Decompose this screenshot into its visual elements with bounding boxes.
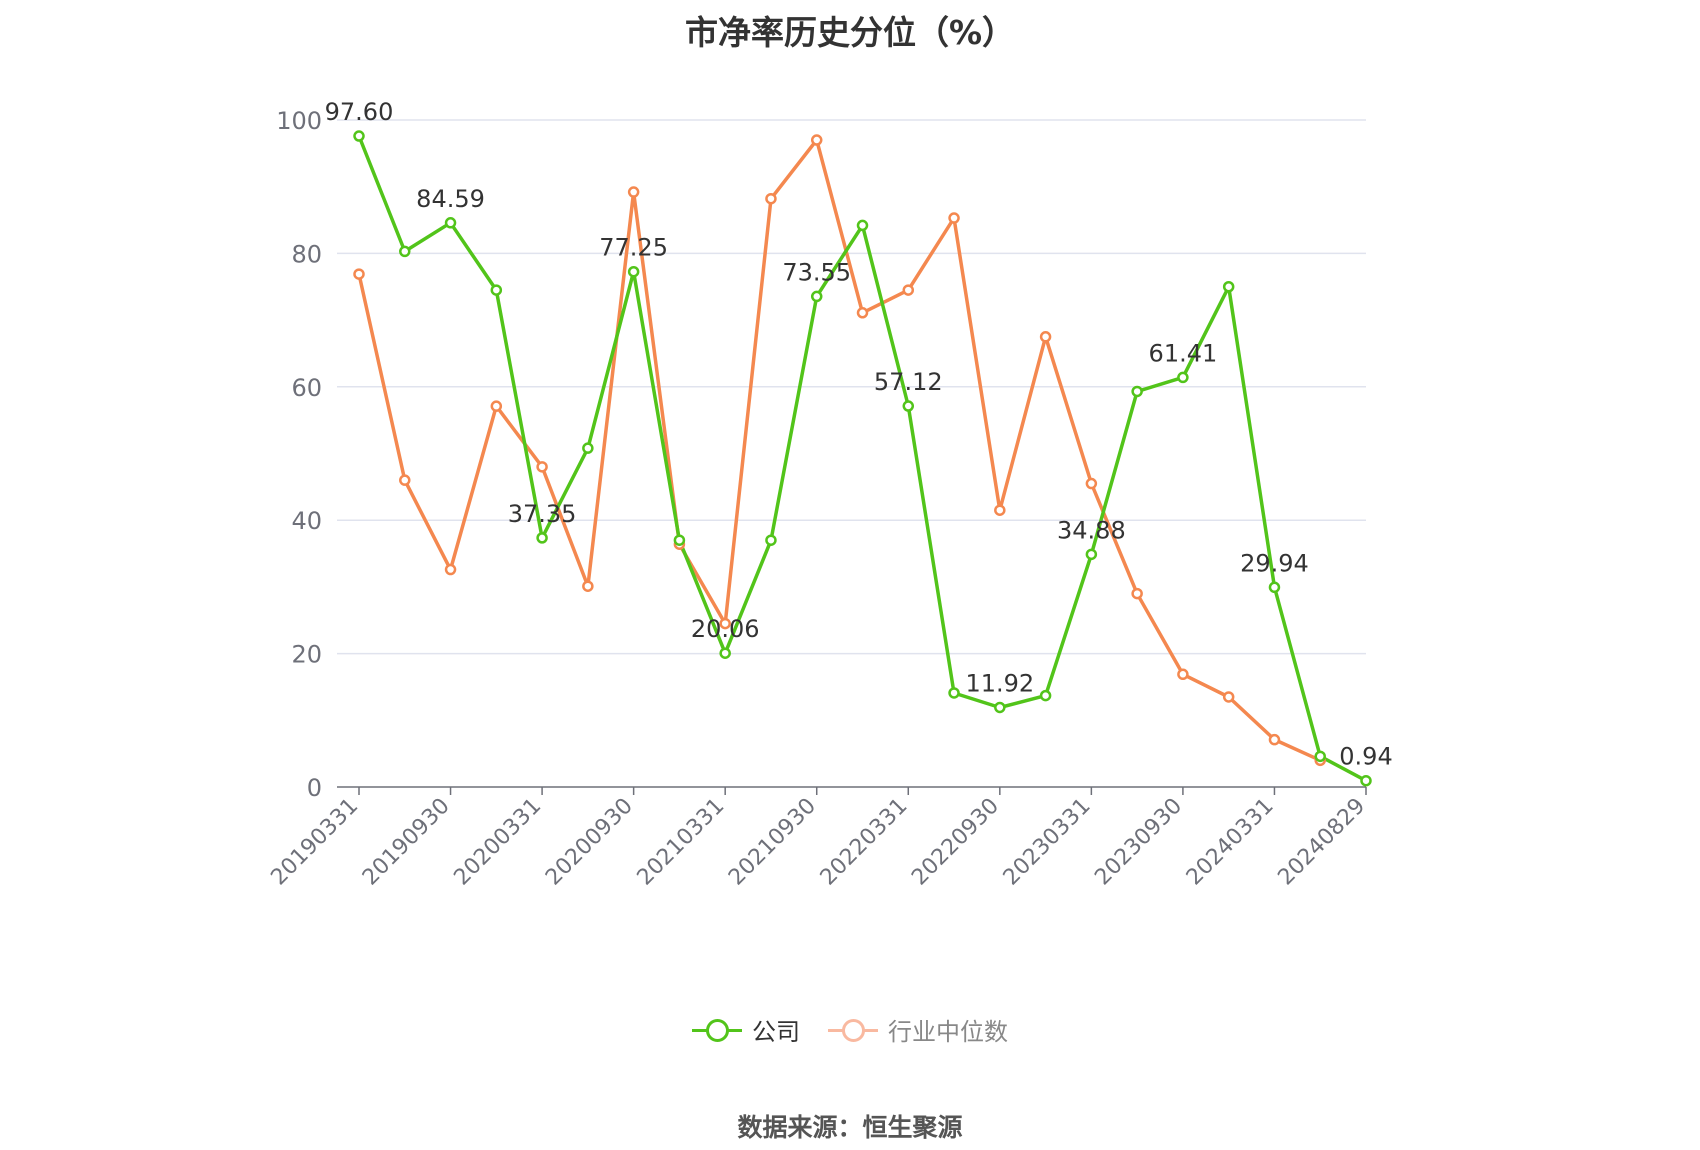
data-label: 97.60 xyxy=(325,98,394,126)
legend-line-circle-icon xyxy=(692,1017,742,1043)
data-point[interactable] xyxy=(1085,477,1098,490)
data-point[interactable] xyxy=(673,534,686,546)
legend-label-company: 公司 xyxy=(752,1018,800,1046)
data-point[interactable] xyxy=(627,186,640,198)
data-point[interactable] xyxy=(1177,668,1189,681)
series-lines xyxy=(357,135,1367,783)
series-line-行业中位数 xyxy=(357,138,1321,762)
data-point[interactable] xyxy=(1039,689,1052,702)
data-point[interactable] xyxy=(1268,733,1281,746)
data-point[interactable] xyxy=(490,400,503,412)
chart-title: 市净率历史分位（%） xyxy=(684,13,1016,52)
x-tick-label: 20210930 xyxy=(724,794,821,891)
x-tick-label: 20230331 xyxy=(999,794,1096,891)
data-point[interactable] xyxy=(1314,750,1326,763)
data-source: 数据来源：恒生聚源 xyxy=(737,1113,963,1142)
y-tick-label: 40 xyxy=(291,507,322,535)
data-point[interactable] xyxy=(582,580,594,592)
legend-item-industry-median[interactable]: 行业中位数 xyxy=(828,1012,1008,1047)
x-tick-label: 20210331 xyxy=(633,794,730,891)
data-point[interactable] xyxy=(353,130,365,142)
data-point[interactable] xyxy=(399,245,411,258)
data-point[interactable] xyxy=(719,617,731,630)
data-point[interactable] xyxy=(765,192,777,205)
x-tick-label: 20240829 xyxy=(1273,794,1370,891)
data-point[interactable] xyxy=(902,400,915,412)
data-point[interactable] xyxy=(1039,331,1052,343)
data-point[interactable] xyxy=(856,307,869,319)
grid-lines xyxy=(337,119,1366,655)
data-label: 57.12 xyxy=(874,368,943,396)
y-tick-label: 60 xyxy=(291,374,322,402)
data-point[interactable] xyxy=(399,474,411,486)
data-point[interactable] xyxy=(719,647,731,659)
data-point[interactable] xyxy=(1131,587,1143,600)
data-point[interactable] xyxy=(490,284,503,296)
data-point[interactable] xyxy=(1222,691,1235,703)
legend-line-circle-icon xyxy=(828,1017,878,1043)
data-point[interactable] xyxy=(948,212,960,224)
data-point[interactable] xyxy=(994,701,1006,714)
data-label: 37.35 xyxy=(508,500,577,528)
data-label: 61.41 xyxy=(1149,339,1218,367)
y-tick-label: 20 xyxy=(291,641,322,669)
data-point[interactable] xyxy=(353,268,365,280)
data-point[interactable] xyxy=(1268,581,1281,594)
x-tick-label: 20220930 xyxy=(907,794,1004,891)
data-point[interactable] xyxy=(810,134,823,146)
data-point[interactable] xyxy=(856,219,869,232)
x-tick-label: 20230930 xyxy=(1090,794,1187,891)
x-tick-label: 20240331 xyxy=(1182,794,1279,891)
data-point[interactable] xyxy=(810,290,823,303)
legend: 公司 行业中位数 xyxy=(0,1012,1700,1047)
data-point[interactable] xyxy=(444,217,457,229)
data-label: 34.88 xyxy=(1057,516,1126,544)
data-point[interactable] xyxy=(948,687,960,699)
data-point[interactable] xyxy=(1177,371,1189,384)
x-tick-label: 20220331 xyxy=(816,794,913,891)
data-label: 73.55 xyxy=(782,258,851,286)
x-tick-label: 20200930 xyxy=(541,794,638,891)
y-tick-label: 0 xyxy=(307,774,322,802)
data-point[interactable] xyxy=(582,442,594,454)
data-label: 84.59 xyxy=(416,185,485,213)
data-points xyxy=(353,130,1372,787)
data-point[interactable] xyxy=(536,532,548,544)
data-point[interactable] xyxy=(444,563,457,576)
data-point[interactable] xyxy=(765,534,777,546)
y-tick-label: 80 xyxy=(291,240,322,268)
data-point[interactable] xyxy=(902,284,915,296)
data-point[interactable] xyxy=(1222,281,1235,293)
x-tick-label: 20200331 xyxy=(449,794,546,891)
legend-label-industry-median: 行业中位数 xyxy=(888,1018,1008,1046)
data-labels: 97.60 84.59 37.35 77.25 20.06 73.55 57.12 11.92… xyxy=(325,98,1393,771)
legend-item-company[interactable]: 公司 xyxy=(692,1012,800,1047)
data-label: 0.94 xyxy=(1339,743,1392,771)
y-tick-label: 100 xyxy=(276,107,322,135)
axes: 0 20 40 60 80 100 2019033120190930202003312020… xyxy=(266,107,1370,890)
data-point[interactable] xyxy=(536,461,548,473)
data-point[interactable] xyxy=(627,265,640,278)
series-line-公司 xyxy=(357,135,1367,783)
data-label: 20.06 xyxy=(691,615,760,643)
data-label: 29.94 xyxy=(1240,549,1309,577)
x-tick-label: 20190331 xyxy=(266,794,363,891)
data-point[interactable] xyxy=(994,504,1006,516)
x-tick-label: 20190930 xyxy=(358,794,455,891)
data-point[interactable] xyxy=(1131,385,1143,398)
data-label: 11.92 xyxy=(965,669,1034,697)
data-label: 77.25 xyxy=(599,234,668,262)
data-point[interactable] xyxy=(1085,548,1098,561)
data-point[interactable] xyxy=(1360,774,1372,787)
